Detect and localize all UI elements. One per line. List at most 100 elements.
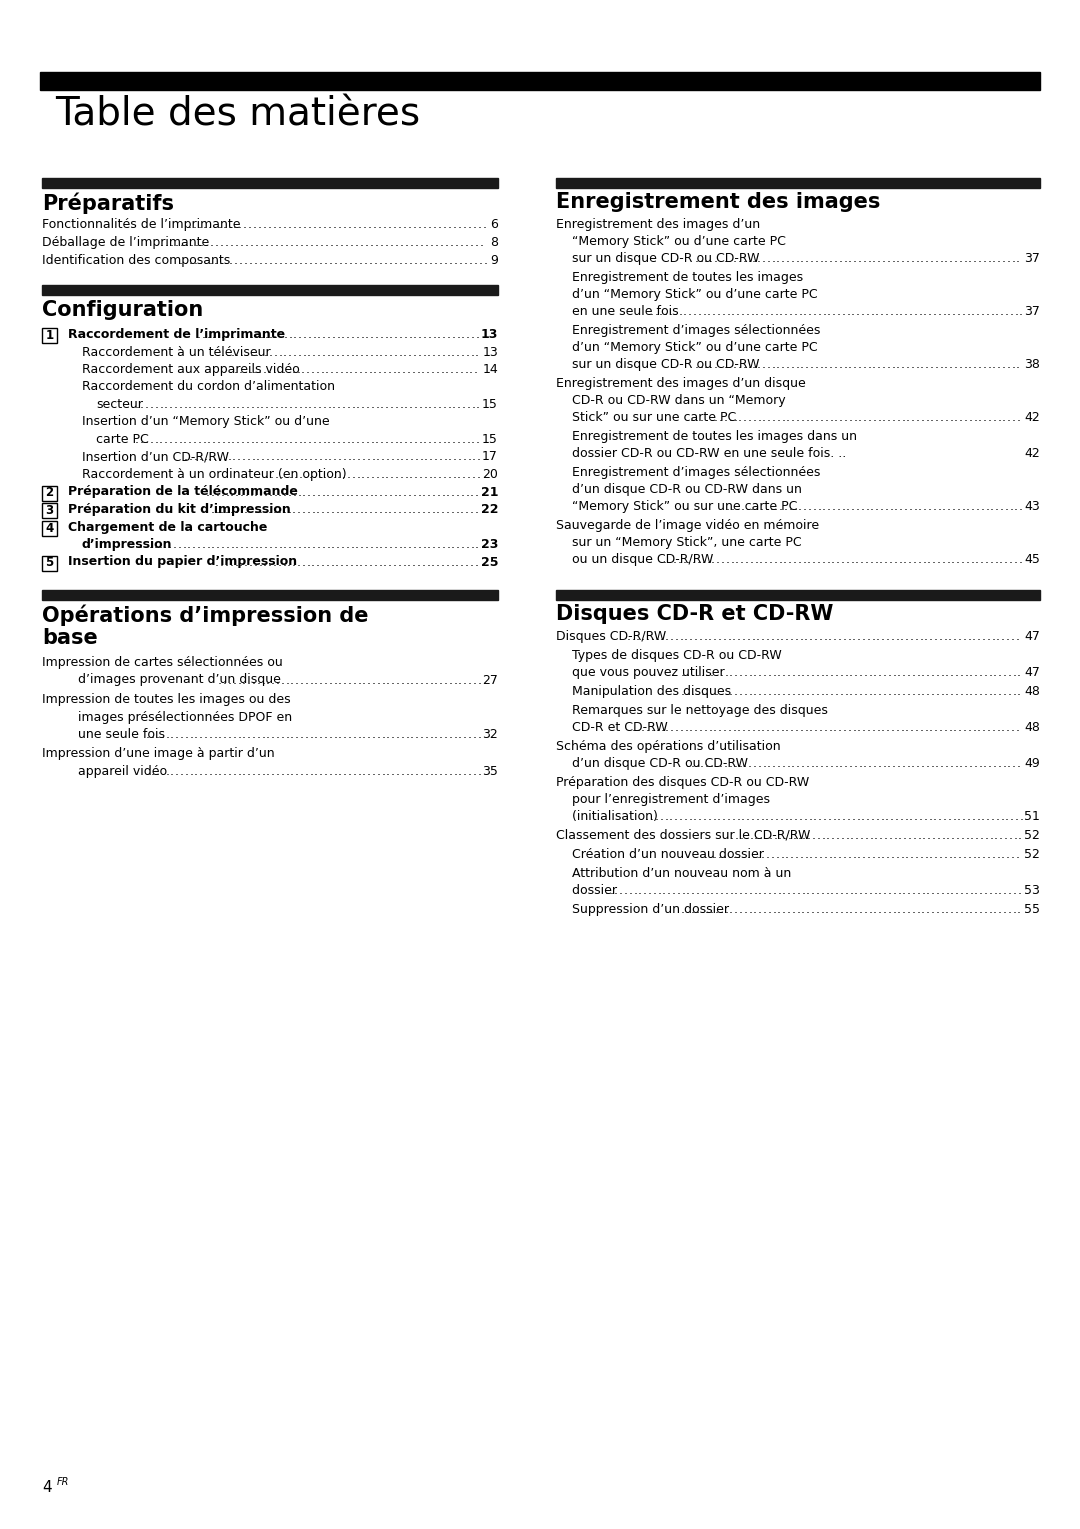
Text: .: . [287,219,292,231]
Text: .: . [848,849,851,861]
Text: .: . [293,329,297,341]
Text: .: . [819,722,823,734]
Text: .: . [370,433,374,446]
Text: .: . [984,884,988,898]
Text: .: . [759,829,762,842]
Text: .: . [741,810,745,823]
Text: .: . [345,362,348,376]
Text: .: . [453,451,457,463]
Text: .: . [771,722,774,734]
Text: .: . [404,433,408,446]
Text: .: . [704,252,708,265]
Text: .: . [291,235,294,249]
Text: .: . [390,468,394,482]
Text: .: . [801,685,805,699]
Text: .: . [703,810,706,823]
Text: .: . [411,555,416,569]
Text: .: . [255,235,259,249]
Text: .: . [854,667,858,679]
Text: .: . [367,764,370,778]
Text: .: . [924,630,928,644]
Text: .: . [691,884,694,898]
Text: .: . [673,553,676,566]
Text: .: . [629,884,633,898]
Text: .: . [846,500,850,514]
Text: .: . [950,829,955,842]
Text: .: . [220,503,225,515]
Text: .: . [799,722,804,734]
Text: .: . [856,810,860,823]
Text: .: . [670,722,674,734]
Text: .: . [220,555,224,569]
Text: .: . [787,829,792,842]
Text: .: . [360,538,364,550]
Text: .: . [203,254,207,268]
Text: .: . [308,329,311,341]
Text: .: . [414,398,418,411]
Text: .: . [229,362,233,376]
Text: .: . [881,722,886,734]
Text: .: . [762,884,767,898]
Text: .: . [415,451,418,463]
Text: .: . [699,630,702,644]
Text: .: . [248,254,253,268]
Text: .: . [948,849,953,861]
Text: .: . [908,500,913,514]
Text: .: . [936,553,941,566]
Text: .: . [813,630,818,644]
Text: .: . [863,411,867,424]
Text: .: . [920,252,924,265]
Text: .: . [307,346,311,358]
Text: .: . [969,884,973,898]
Text: .: . [665,630,669,644]
Text: .: . [413,329,417,341]
Text: .: . [192,219,197,231]
Text: .: . [708,358,713,372]
Text: .: . [923,810,928,823]
Text: .: . [1012,757,1016,771]
Text: .: . [811,884,815,898]
Text: .: . [397,503,402,515]
Text: .: . [413,486,417,498]
Text: .: . [279,254,282,268]
Text: .: . [292,503,296,515]
Text: .: . [762,685,767,699]
Text: .: . [648,884,651,898]
Text: .: . [998,884,1002,898]
Text: .: . [470,346,474,358]
Text: .: . [819,630,823,644]
Text: .: . [183,538,186,550]
Text: .: . [689,630,693,644]
Text: .: . [400,451,404,463]
Text: .: . [901,358,905,372]
Text: .: . [967,810,971,823]
Text: .: . [150,398,153,411]
Text: .: . [417,503,421,515]
Text: .: . [1012,667,1016,679]
Text: .: . [313,451,318,463]
Text: .: . [981,810,985,823]
Text: .: . [875,500,879,514]
Text: .: . [767,411,771,424]
Text: .: . [442,346,445,358]
Text: .: . [445,235,449,249]
Text: .: . [469,362,473,376]
Text: Disques CD-R/RW: Disques CD-R/RW [556,630,666,644]
Text: .: . [969,667,973,679]
Text: .: . [173,538,177,550]
Text: .: . [347,433,350,446]
Text: .: . [986,810,989,823]
Text: .: . [916,411,919,424]
Text: .: . [366,451,370,463]
Text: .: . [901,252,905,265]
Text: .: . [843,252,848,265]
Text: .: . [933,810,937,823]
Text: .: . [464,555,469,569]
Text: .: . [462,468,465,482]
Text: .: . [862,630,866,644]
Text: .: . [912,757,915,771]
Text: .: . [376,468,379,482]
Text: .: . [811,829,815,842]
Text: .: . [997,358,1001,372]
Text: .: . [226,329,230,341]
